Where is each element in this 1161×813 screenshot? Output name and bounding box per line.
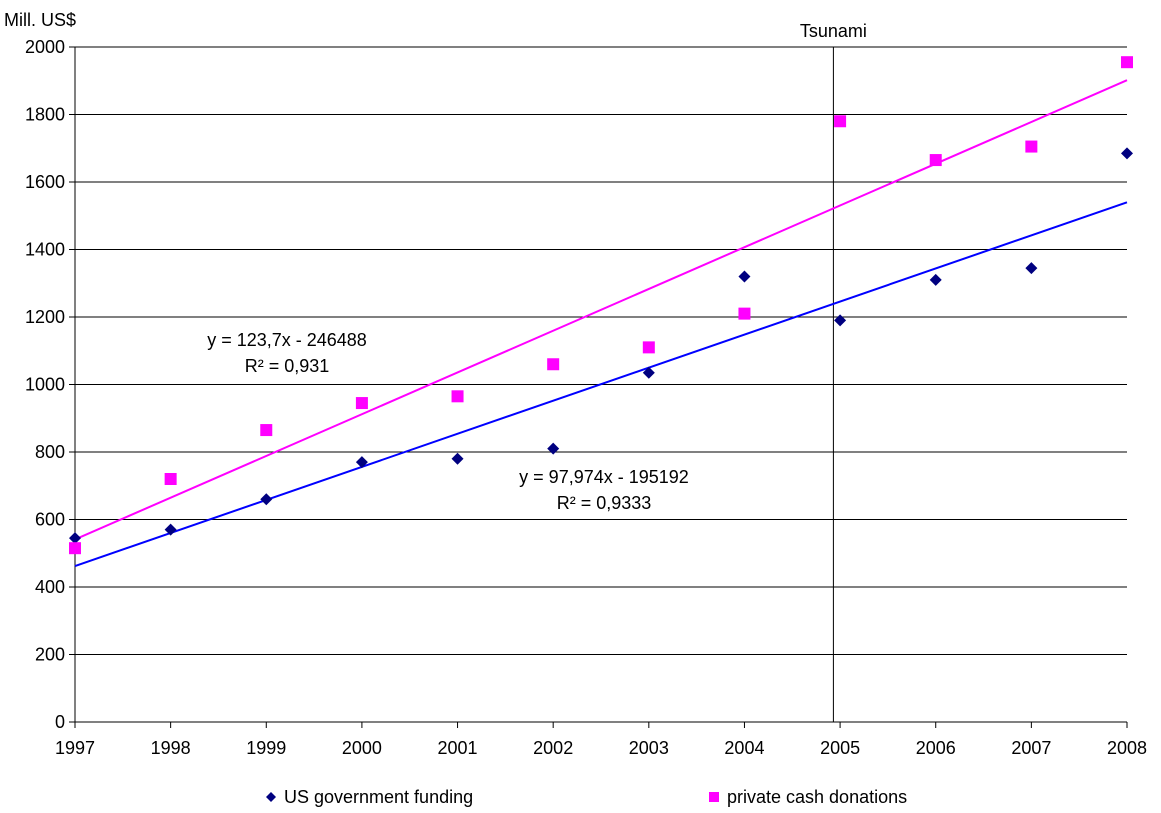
tsunami-annotation: Tsunami — [800, 21, 867, 722]
point-government-1999 — [260, 493, 273, 506]
x-tick-label: 2004 — [724, 738, 764, 758]
point-private-2001 — [451, 390, 464, 403]
point-private-2006 — [929, 154, 942, 167]
point-government-2007 — [1025, 262, 1038, 275]
point-government-2002 — [547, 442, 560, 455]
legend: US government funding private cash donati… — [266, 787, 907, 807]
x-tick-label: 2002 — [533, 738, 573, 758]
y-tick-label: 800 — [35, 442, 65, 462]
point-government-2001 — [451, 452, 464, 465]
point-private-2007 — [1025, 140, 1038, 153]
y-tick-label: 1800 — [25, 105, 65, 125]
point-government-2008 — [1121, 147, 1133, 160]
legend-label-0: US government funding — [284, 787, 473, 807]
point-government-2006 — [929, 273, 942, 286]
grid — [75, 46, 1127, 655]
x-tick-label: 2006 — [916, 738, 956, 758]
y-tick-label: 1000 — [25, 375, 65, 395]
axes — [69, 46, 1128, 728]
data-points — [69, 56, 1133, 555]
x-tick-label: 1997 — [55, 738, 95, 758]
x-tick-label: 2007 — [1011, 738, 1051, 758]
y-tick-label: 2000 — [25, 37, 65, 57]
trendline-1 — [74, 79, 1128, 541]
x-tick-label: 1999 — [246, 738, 286, 758]
tsunami-label: Tsunami — [800, 21, 867, 41]
trendline-0 — [74, 201, 1128, 567]
point-private-1998 — [164, 473, 177, 485]
y-tick-label: 600 — [35, 510, 65, 530]
trendline-labels: y = 97,974x - 195192 R² = 0,9333 y = 123,7… — [207, 330, 689, 513]
legend-marker-private — [709, 792, 719, 802]
point-private-2000 — [355, 397, 368, 410]
x-tick-label: 2000 — [342, 738, 382, 758]
x-tick-label: 2003 — [629, 738, 669, 758]
trendline-r2-0: R² = 0,9333 — [557, 493, 652, 513]
trendline-equation-1: y = 123,7x - 246488 — [207, 330, 367, 350]
legend-label-1: private cash donations — [727, 787, 907, 807]
tick-labels: 0 200 400 600 800 1000 1200 1400 1600 1800 2000 199… — [25, 37, 1147, 758]
y-tick-label: 0 — [55, 712, 65, 732]
y-axis-label: Mill. US$ — [4, 10, 76, 30]
point-government-1997 — [69, 532, 81, 545]
point-private-2004 — [738, 307, 751, 320]
y-tick-label: 1200 — [25, 307, 65, 327]
point-government-2000 — [355, 456, 368, 469]
point-government-2004 — [738, 270, 751, 283]
point-government-2003 — [642, 366, 655, 379]
point-private-1997 — [69, 542, 81, 555]
y-tick-label: 200 — [35, 645, 65, 665]
trendline-r2-1: R² = 0,931 — [245, 356, 330, 376]
point-private-2003 — [642, 341, 655, 354]
y-tick-label: 1400 — [25, 240, 65, 260]
x-tick-label: 1998 — [151, 738, 191, 758]
point-government-2005 — [834, 314, 847, 327]
trendline-equation-0: y = 97,974x - 195192 — [519, 467, 689, 487]
y-tick-label: 400 — [35, 577, 65, 597]
x-tick-label: 2005 — [820, 738, 860, 758]
point-private-2008 — [1121, 56, 1133, 69]
point-government-1998 — [164, 523, 177, 536]
x-tick-label: 2008 — [1107, 738, 1147, 758]
y-tick-label: 1600 — [25, 172, 65, 192]
x-tick-label: 2001 — [438, 738, 478, 758]
point-private-2002 — [547, 358, 560, 371]
point-private-1999 — [260, 424, 273, 437]
legend-marker-government — [266, 792, 276, 802]
point-private-2005 — [834, 115, 847, 128]
trendlines — [74, 79, 1128, 567]
